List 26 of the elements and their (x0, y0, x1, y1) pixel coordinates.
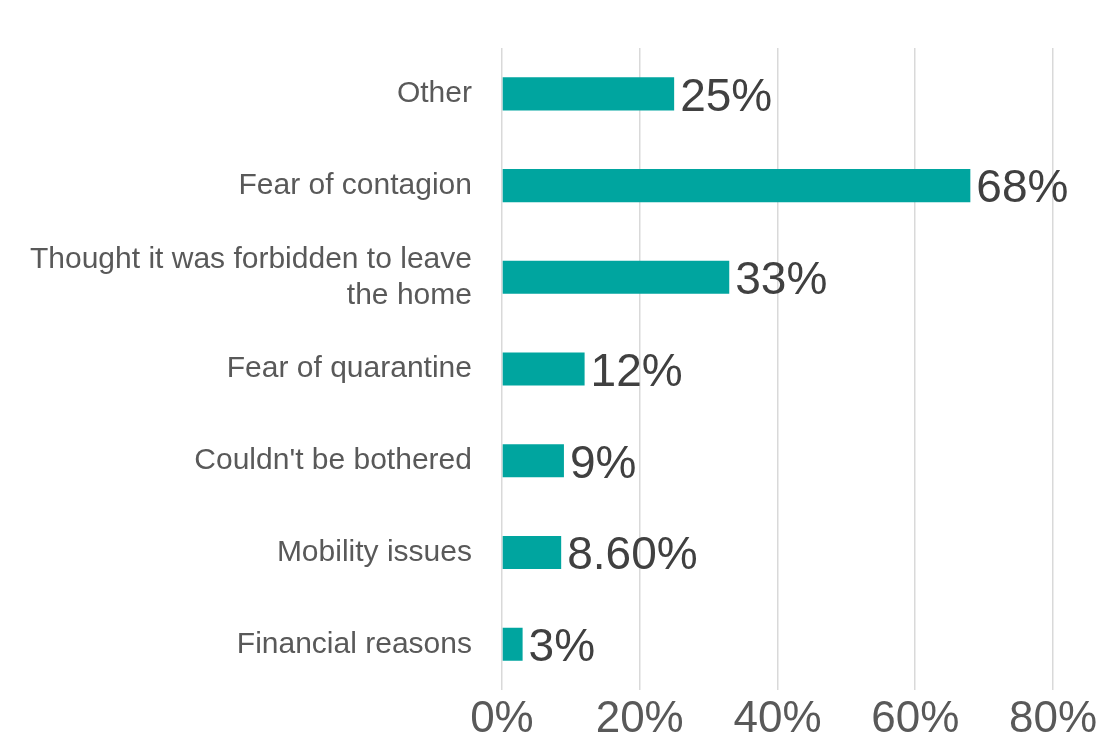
y-tick-label: Mobility issues (276, 533, 472, 567)
data-label: 12% (590, 343, 683, 396)
y-tick-label: Other (396, 75, 472, 109)
data-label: 25% (680, 68, 773, 121)
x-tick-label: 20% (595, 691, 684, 741)
data-label: 9% (569, 435, 637, 488)
data-label: 3% (528, 619, 596, 672)
bar (502, 536, 562, 570)
x-tick-label: 40% (733, 691, 822, 741)
x-tick-label: 0% (470, 691, 534, 741)
bar (502, 627, 523, 661)
data-label: 8.60% (567, 527, 698, 580)
y-tick-label: Fear of contagion (238, 166, 472, 200)
y-tick-label: Thought it was forbidden to leave the home (29, 240, 472, 310)
bar (502, 260, 730, 294)
bar (502, 169, 971, 203)
y-tick-label: Fear of quarantine (226, 350, 472, 384)
data-label: 68% (976, 160, 1069, 213)
bar (502, 444, 564, 478)
bar (502, 77, 675, 111)
y-tick-label: Couldn't be bothered (194, 442, 472, 476)
x-tick-label: 60% (871, 691, 960, 741)
bar (502, 352, 585, 386)
y-tick-label: Financial reasons (236, 625, 472, 659)
x-tick-label: 80% (1008, 691, 1098, 741)
data-label: 33% (735, 252, 828, 305)
